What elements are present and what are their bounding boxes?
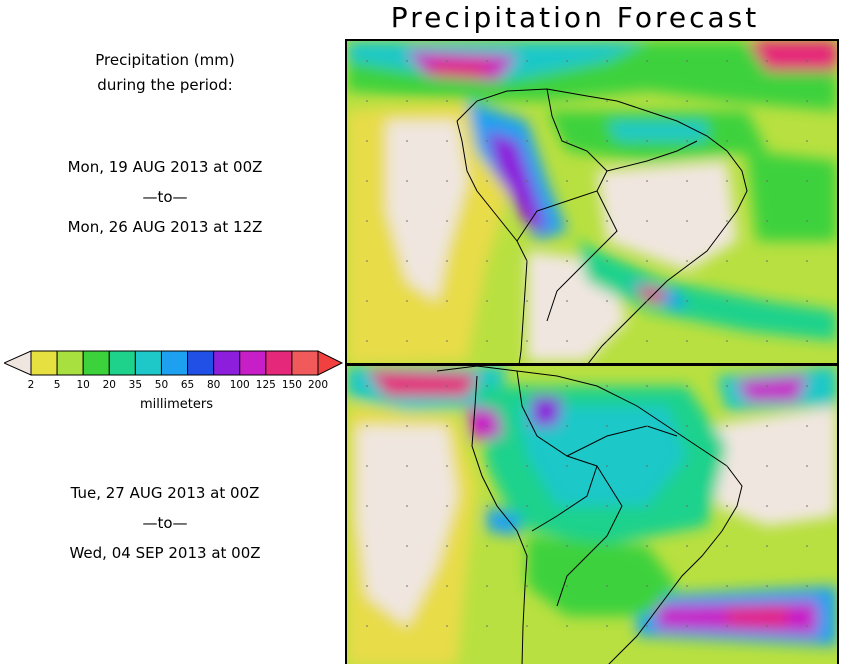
- legend-tick-label: 150: [281, 379, 302, 391]
- period-2-label: Tue, 27 AUG 2013 at 00Z —to— Wed, 04 SEP…: [0, 478, 330, 568]
- period-1-end: Mon, 26 AUG 2013 at 12Z: [67, 218, 263, 236]
- period-2-map: [345, 364, 839, 664]
- legend-color-bar: [4, 350, 344, 376]
- legend-heading: Precipitation (mm) during the period:: [0, 48, 330, 98]
- legend-swatch-2: [30, 350, 58, 376]
- period-2-end: Wed, 04 SEP 2013 at 00Z: [69, 544, 261, 562]
- legend-swatch-below-min: [4, 350, 32, 376]
- legend-tick-label: 100: [229, 379, 250, 391]
- period-2-separator: —to—: [142, 514, 188, 532]
- heading-line-2: during the period:: [97, 76, 233, 94]
- precip-map-period-1: [347, 41, 837, 363]
- legend-tick-label: 35: [128, 379, 143, 391]
- legend-tick-label: 80: [206, 379, 221, 391]
- legend-tick-label: 200: [307, 379, 329, 391]
- precip-map-period-2: [347, 366, 837, 664]
- legend-swatch-20: [108, 350, 136, 376]
- legend-tick-label: 2: [27, 379, 35, 391]
- legend-tick-label: 5: [53, 379, 61, 391]
- legend-tick-label: 50: [154, 379, 169, 391]
- period-2-start: Tue, 27 AUG 2013 at 00Z: [70, 484, 260, 502]
- legend-tick-label: 10: [76, 379, 90, 391]
- heading-line-1: Precipitation (mm): [95, 51, 235, 69]
- legend-tick-label: 65: [180, 379, 195, 391]
- legend-swatch-125: [265, 350, 293, 376]
- legend-swatch-65: [187, 350, 215, 376]
- period-1-separator: —to—: [142, 188, 188, 206]
- chart-title: Precipitation Forecast: [390, 1, 760, 34]
- legend-swatch-10: [82, 350, 110, 376]
- period-1-label: Mon, 19 AUG 2013 at 00Z —to— Mon, 26 AUG…: [0, 152, 330, 242]
- period-1-start: Mon, 19 AUG 2013 at 00Z: [67, 158, 263, 176]
- legend-swatch-35: [134, 350, 162, 376]
- legend-swatch-100: [239, 350, 267, 376]
- legend-swatch-above-max: [317, 350, 344, 376]
- legend-tick-label: 125: [255, 379, 276, 391]
- legend-swatch-150: [291, 350, 319, 376]
- period-1-map: [345, 39, 839, 365]
- legend-tick-labels: 2 5 10 20 35 50 65 80 100 125 150 200: [4, 379, 344, 393]
- legend-swatch-50: [160, 350, 189, 376]
- legend-swatch-80: [213, 350, 241, 376]
- color-legend: 2 5 10 20 35 50 65 80 100 125 150 200 millimeters: [4, 349, 344, 413]
- legend-swatch-5: [56, 350, 84, 376]
- legend-tick-label: 20: [102, 379, 116, 391]
- legend-units: millimeters: [140, 397, 213, 412]
